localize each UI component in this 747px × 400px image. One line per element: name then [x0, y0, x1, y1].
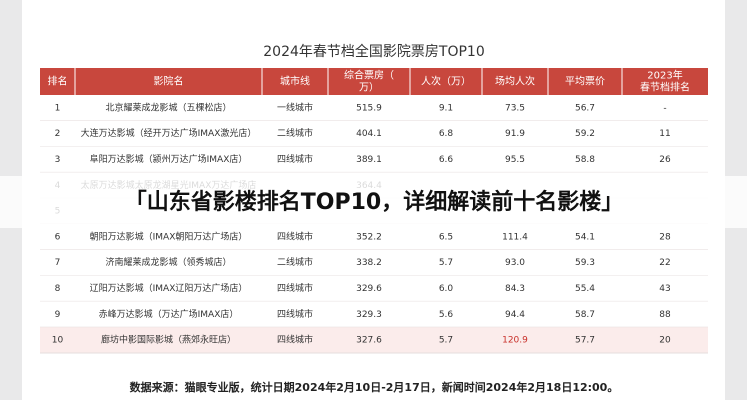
table-cell: 20 — [659, 336, 671, 346]
table-cell: 43 — [659, 284, 670, 294]
table-cell: 二线城市 — [277, 127, 313, 139]
table-cell: 四线城市 — [277, 334, 313, 346]
table-cell: 大连万达影城（经开万达广场IMAX激光店） — [81, 127, 257, 139]
table-cell: 389.1 — [356, 155, 382, 165]
table-cell: 8 — [55, 284, 61, 294]
row-bg — [40, 249, 708, 276]
header-cell: 城市线 — [280, 75, 310, 88]
row-bg — [40, 146, 708, 173]
row-bg — [40, 120, 708, 147]
table-cell: 6.8 — [439, 129, 454, 139]
header-cell: 影院名 — [154, 75, 184, 88]
table-cell: 59.3 — [575, 258, 595, 268]
table-cell: 58.8 — [575, 155, 595, 165]
table-cell: 四线城市 — [277, 308, 313, 320]
table-cell: - — [663, 103, 666, 113]
table-cell: 1 — [55, 103, 61, 113]
header-cell: 综合票房（万） — [344, 69, 394, 94]
table-cell: 120.9 — [502, 336, 528, 346]
header-cell: 平均票价 — [565, 76, 605, 88]
row-bg — [40, 275, 708, 302]
table-cell: 93.0 — [505, 258, 525, 268]
table-cell: 329.6 — [356, 284, 382, 294]
table-cell: 95.5 — [505, 155, 525, 165]
table-cell: 28 — [659, 232, 671, 242]
banner-text: 「山东省影楼排名TOP10，详细解读前十名影楼」 — [125, 189, 623, 215]
table-cell: 54.1 — [575, 232, 595, 242]
table-cell: 7 — [55, 258, 61, 268]
table-cell: 91.9 — [505, 129, 525, 139]
table-cell: 338.2 — [356, 258, 382, 268]
table-cell: 11 — [659, 129, 670, 139]
header-cell: 人次（万） — [421, 75, 471, 88]
table-cell: 352.2 — [356, 232, 382, 242]
table-cell: 55.4 — [575, 284, 595, 294]
table-cell: 2 — [55, 129, 61, 139]
table-cell: 94.4 — [505, 310, 525, 320]
row-bg — [40, 224, 708, 250]
table-cell: 9 — [55, 310, 61, 320]
row-bg — [40, 301, 708, 328]
table-cell: 10 — [52, 336, 64, 346]
table-cell: 88 — [659, 310, 671, 320]
table-cell: 58.7 — [575, 310, 595, 320]
table-cell: 6.0 — [439, 284, 454, 294]
table-cell: 84.3 — [505, 284, 525, 294]
table-cell: 6 — [55, 232, 61, 242]
table-cell: 四线城市 — [277, 282, 313, 294]
table-cell: 四线城市 — [277, 230, 313, 242]
table-cell: 济南耀莱成龙影城（领秀城店） — [105, 256, 231, 268]
table-cell: 5.7 — [439, 336, 453, 346]
table-cell: 9.1 — [439, 103, 453, 113]
header-bg — [40, 68, 708, 95]
table-cell: 四线城市 — [277, 153, 313, 165]
table-cell: 廊坊中影国际影城（燕郊永旺店） — [101, 334, 236, 346]
table-cell: 59.2 — [575, 129, 595, 139]
table-cell: 6.5 — [439, 232, 453, 242]
table-cell: 26 — [659, 155, 671, 165]
table-cell: 辽阳万达影城（IMAX辽阳万达广场店） — [90, 282, 248, 294]
table-cell: 515.9 — [356, 103, 382, 113]
table-cell: 一线城市 — [277, 101, 313, 113]
row-bg — [40, 327, 708, 353]
table-cell: 329.3 — [356, 310, 382, 320]
table-cell: 327.6 — [356, 336, 382, 346]
banner-strip — [0, 176, 747, 228]
table-cell: 111.4 — [502, 232, 528, 242]
table-cell: 3 — [55, 155, 61, 165]
table-cell: 5.6 — [439, 310, 454, 320]
table-cell: 赤峰万达影城（万达广场IMAX店） — [99, 308, 239, 320]
header-cell: 场均人次 — [495, 75, 535, 88]
table-title: 2024年春节档全国影院票房TOP10 — [263, 43, 484, 60]
table-cell: 二线城市 — [277, 256, 313, 268]
table-cell: 阜阳万达影城（颍州万达广场IMAX店） — [90, 153, 248, 165]
table-cell: 朝阳万达影城（IMAX朝阳万达广场店） — [90, 230, 248, 242]
header-cell: 排名 — [48, 75, 68, 88]
table-cell: 6.6 — [439, 155, 454, 165]
table-cell: 22 — [659, 258, 670, 268]
table-cell: 57.7 — [575, 336, 595, 346]
table-cell: 56.7 — [575, 103, 595, 113]
table-cell: 73.5 — [505, 103, 525, 113]
table-cell: 5.7 — [439, 258, 453, 268]
table-cell: 404.1 — [356, 129, 382, 139]
footer: 数据来源：猫眼专业版，统计日期2024年2月10日-2月17日，新闻时间2024… — [130, 380, 619, 394]
table-cell: 北京耀莱成龙影城（五棵松店） — [105, 101, 231, 113]
header-cell: 2023年春节档排名 — [640, 69, 690, 94]
row-bg — [40, 95, 708, 121]
